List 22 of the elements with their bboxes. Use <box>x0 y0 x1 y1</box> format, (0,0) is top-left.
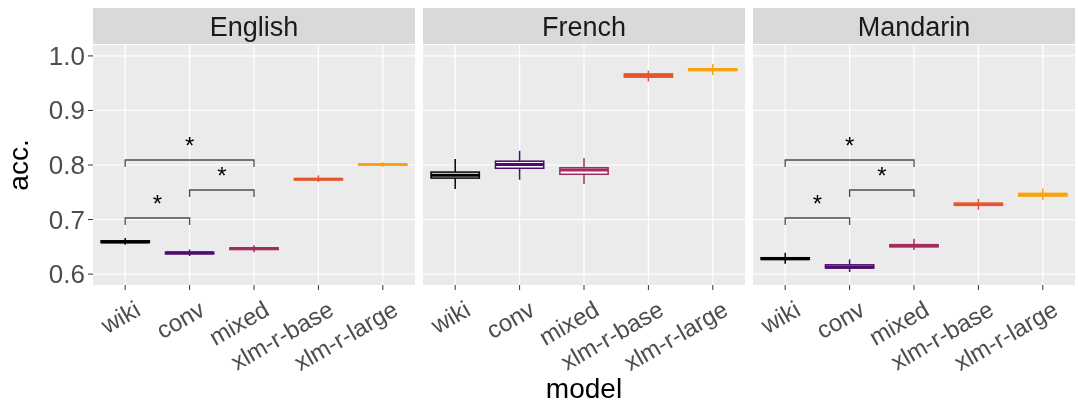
x-tick-label: conv <box>811 295 869 344</box>
chart-title: French <box>541 11 627 42</box>
x-axis-title: model <box>545 373 623 404</box>
y-tick-label: 0.7 <box>48 204 85 235</box>
annotation: * <box>844 132 855 159</box>
annotation: * <box>812 190 823 217</box>
x-tick-label: conv <box>151 295 209 344</box>
x-tick-label: wiki <box>755 295 805 340</box>
chart-title: English <box>209 11 299 42</box>
y-tick-label: 0.8 <box>48 150 85 180</box>
x-tick-label: wiki <box>95 295 145 340</box>
annotation: * <box>152 190 163 217</box>
y-tick-label: 0.6 <box>48 259 85 290</box>
annotation: * <box>877 162 887 189</box>
chart-title: Mandarin <box>857 11 971 42</box>
y-tick-label: 0.9 <box>48 95 85 126</box>
y-tick-label: 1.0 <box>48 40 85 71</box>
annotation: * <box>217 162 227 189</box>
y-axis-title: acc. <box>3 139 34 191</box>
x-tick-label: conv <box>481 295 539 344</box>
annotation: * <box>184 132 195 159</box>
x-tick-label: wiki <box>425 295 475 340</box>
